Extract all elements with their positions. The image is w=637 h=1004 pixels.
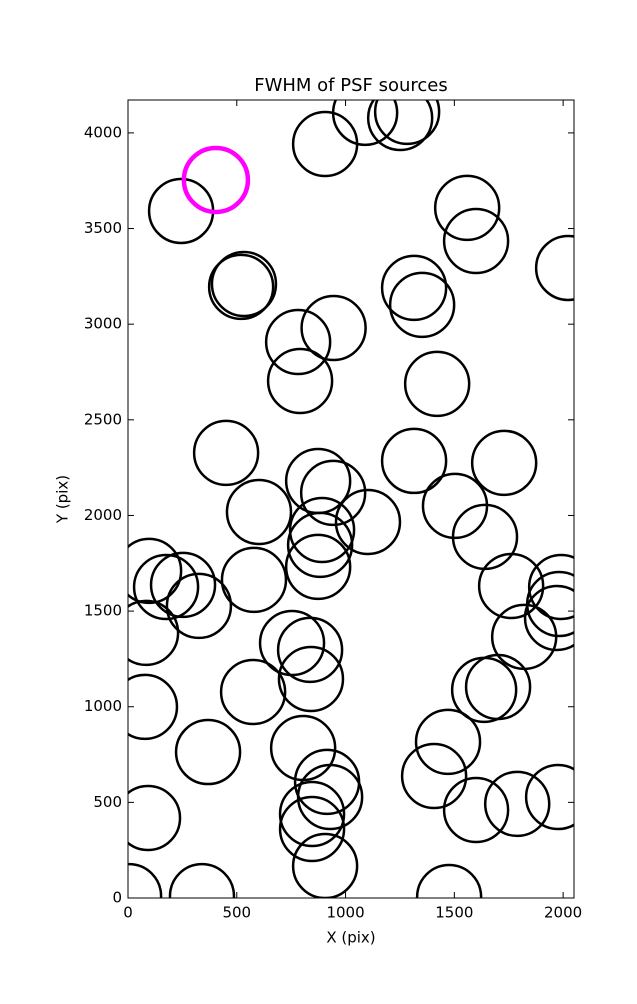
x-tick-label: 500 [222,904,251,922]
source-circle [192,419,260,487]
source-circle [128,862,163,898]
source-circle [534,234,574,302]
source-circle [128,537,183,605]
source-circle [527,553,574,621]
x-axis-label: X (pix) [326,929,375,947]
source-circle [334,488,402,556]
y-tick-label: 1000 [84,697,122,715]
source-circle [149,551,217,619]
source-circle [300,294,367,362]
source-circle [174,718,242,786]
y-axis-label: Y (pix) [54,475,72,524]
source-circle [415,863,483,898]
x-tick-label: 1500 [435,904,473,922]
source-circle [220,546,288,614]
source-circle [477,552,545,620]
source-circle [278,780,346,848]
y-tick-label: 1500 [84,602,122,620]
y-tick-label: 4000 [84,123,122,141]
source-circle [128,784,182,852]
source-circle [373,100,441,146]
x-tick-label: 1000 [326,904,364,922]
source-circle [181,145,251,215]
source-circle [366,100,434,152]
source-circle [483,770,551,838]
y-tick-label: 500 [93,793,122,811]
y-tick-label: 3500 [84,219,122,237]
source-circle [168,862,236,898]
source-circle [278,795,346,863]
source-circle [288,496,356,564]
chart-title: FWHM of PSF sources [254,75,448,96]
source-circle [299,459,367,527]
y-tick-label: 0 [112,889,122,907]
source-circle [219,658,287,726]
source-circle [296,763,364,831]
source-circle [207,253,275,321]
source-circle [165,572,233,640]
y-tick-label: 2500 [84,410,122,428]
source-circle [210,250,278,318]
source-circle [388,271,456,339]
source-circle [470,429,538,497]
source-circle [225,478,293,546]
source-circle [128,673,179,741]
source-circle [132,553,200,621]
y-tick-label: 2000 [84,506,122,524]
source-circle [264,308,332,376]
source-circle [523,584,574,652]
source-circle [128,599,180,667]
axes-frame [127,99,575,899]
source-circle [284,533,352,601]
source-circle [524,763,574,831]
source-circle [286,511,354,579]
source-circle [380,254,448,322]
x-tick-label: 2000 [544,904,582,922]
source-circle [464,653,532,721]
source-circle [400,742,468,810]
x-tick-label: 0 [123,904,133,922]
source-circle [331,100,399,147]
source-circle [442,776,510,844]
source-circle [276,616,344,684]
source-circle [403,350,471,418]
source-circle [414,708,482,776]
source-circle [266,347,334,415]
source-circle [380,427,448,495]
source-circle [442,207,510,275]
source-circle [277,645,345,713]
source-circle [291,832,359,898]
source-circle [433,174,501,242]
plot-area [128,100,574,898]
y-tick-label: 3000 [84,315,122,333]
